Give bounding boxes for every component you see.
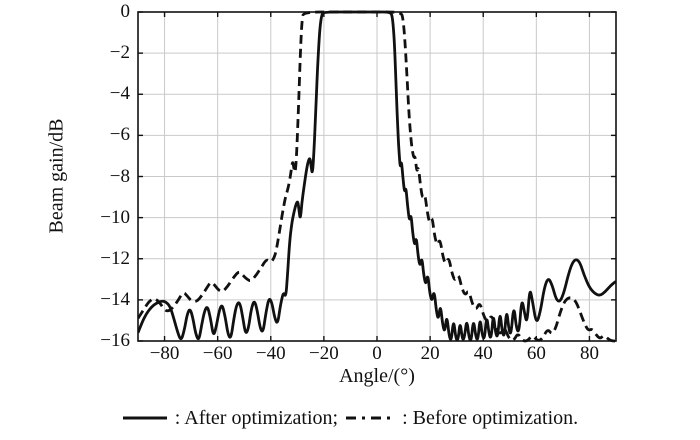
y-tick-label: −8 — [109, 165, 130, 187]
y-tick-label: −4 — [109, 83, 130, 105]
y-tick-label: −16 — [100, 330, 130, 351]
x-tick-label: −20 — [309, 343, 339, 364]
x-tick-label: 40 — [473, 343, 493, 364]
solid-line-swatch — [122, 416, 167, 420]
x-tick-label: 20 — [420, 343, 440, 364]
legend-label-after: : After optimization; — [174, 406, 339, 429]
x-tick-label: 60 — [526, 343, 546, 364]
legend-label-before: : Before optimization. — [402, 406, 579, 429]
x-tick-label: −60 — [202, 343, 233, 364]
curve-solid — [138, 10, 616, 342]
y-tick-label: −6 — [109, 124, 130, 146]
x-tick-label: 80 — [579, 343, 599, 364]
y-tick-label: −10 — [100, 206, 130, 228]
legend: : After optimization; : Before optimizat… — [0, 403, 700, 433]
y-tick-label: −12 — [100, 247, 130, 269]
x-tick-label: −80 — [149, 343, 180, 364]
x-tick-label: 0 — [372, 343, 382, 364]
y-tick-label: −14 — [100, 288, 130, 310]
y-tick-label: 0 — [120, 1, 131, 22]
x-axis-title: Angle/(°) — [339, 365, 415, 387]
x-tick-label: −40 — [255, 343, 286, 364]
y-tick-label: −2 — [109, 42, 130, 64]
y-axis-title: Beam gain/dB — [45, 118, 68, 234]
curve-dashed — [138, 10, 616, 343]
dashed-line-swatch — [346, 416, 395, 420]
